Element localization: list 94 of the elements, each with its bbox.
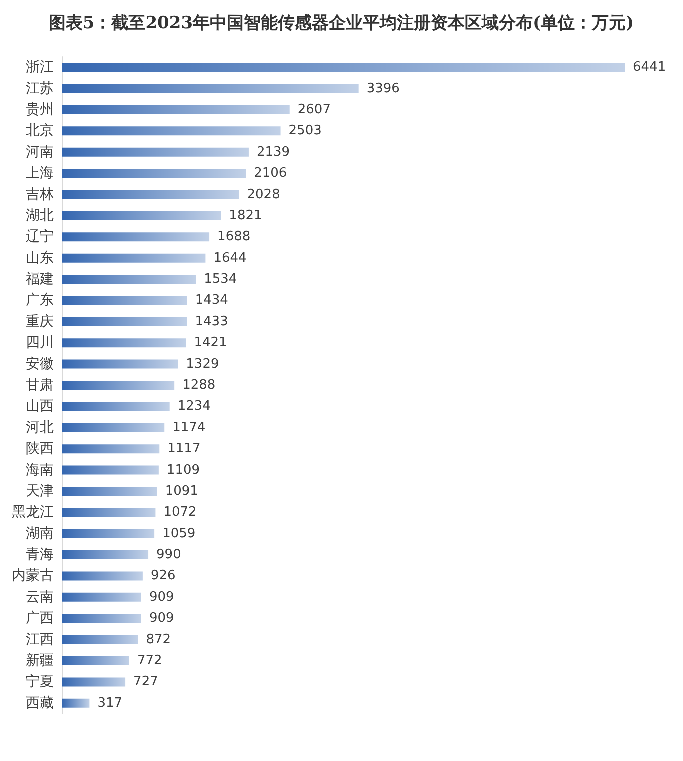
data-label: 772 bbox=[137, 654, 162, 669]
data-label: 909 bbox=[149, 611, 174, 626]
data-label: 1433 bbox=[195, 314, 228, 330]
bar bbox=[62, 678, 126, 687]
data-label: 1434 bbox=[195, 293, 228, 308]
data-label: 2106 bbox=[254, 166, 288, 182]
y-tick-label: 甘肃 bbox=[26, 378, 54, 394]
data-label: 926 bbox=[150, 568, 176, 584]
bar bbox=[62, 572, 143, 581]
data-label: 1072 bbox=[164, 505, 197, 520]
data-label: 2503 bbox=[288, 124, 322, 139]
y-tick-label: 海南 bbox=[26, 462, 54, 478]
y-tick-label: 陕西 bbox=[26, 441, 54, 458]
bar bbox=[62, 84, 359, 94]
data-label: 727 bbox=[134, 674, 158, 690]
y-tick-label: 山东 bbox=[26, 250, 54, 266]
y-tick-label: 北京 bbox=[26, 123, 54, 140]
data-label: 909 bbox=[149, 590, 174, 605]
y-tick-label: 新疆 bbox=[26, 653, 54, 670]
y-tick-label: 福建 bbox=[26, 272, 54, 288]
data-label: 1059 bbox=[162, 526, 196, 542]
data-label: 317 bbox=[98, 696, 123, 711]
y-tick-label: 天津 bbox=[26, 483, 54, 500]
data-label: 1091 bbox=[165, 484, 198, 499]
data-label: 2139 bbox=[256, 144, 290, 160]
data-label: 2607 bbox=[298, 102, 331, 118]
y-tick-label: 浙江 bbox=[26, 60, 54, 76]
bar bbox=[62, 338, 186, 348]
y-tick-label: 重庆 bbox=[26, 314, 54, 330]
data-label: 1534 bbox=[204, 272, 238, 288]
y-tick-label: 四川 bbox=[26, 335, 54, 352]
y-tick-label: 广西 bbox=[26, 610, 54, 627]
bar bbox=[62, 402, 170, 412]
bar bbox=[62, 317, 188, 326]
y-tick-label: 西藏 bbox=[26, 695, 54, 712]
bar bbox=[62, 592, 142, 602]
data-label: 1688 bbox=[218, 230, 251, 245]
bar bbox=[62, 423, 165, 432]
data-label: 2028 bbox=[247, 187, 280, 202]
bar bbox=[62, 656, 130, 666]
y-tick-label: 河北 bbox=[26, 420, 54, 436]
bar bbox=[62, 529, 155, 538]
bar bbox=[62, 254, 206, 263]
chart-title: 图表5：截至2023年中国智能传感器企业平均注册资本区域分布(单位：万元) bbox=[48, 14, 634, 34]
y-tick-label: 广东 bbox=[26, 292, 54, 309]
y-tick-label: 安徽 bbox=[26, 356, 54, 372]
data-label: 1421 bbox=[194, 336, 228, 351]
bar bbox=[62, 211, 222, 220]
bar bbox=[62, 360, 178, 369]
data-label: 6441 bbox=[633, 60, 666, 76]
bar bbox=[62, 275, 196, 284]
data-label: 1234 bbox=[178, 399, 211, 414]
bar bbox=[62, 105, 290, 114]
data-label: 1288 bbox=[182, 378, 216, 393]
bar bbox=[62, 169, 246, 178]
y-tick-label: 黑龙江 bbox=[12, 504, 54, 521]
y-tick-label: 湖北 bbox=[26, 208, 54, 224]
bar bbox=[62, 296, 188, 306]
bar bbox=[62, 381, 175, 390]
data-label: 1174 bbox=[172, 420, 206, 436]
bar bbox=[62, 635, 138, 644]
y-tick-label: 湖南 bbox=[26, 526, 54, 542]
y-tick-label: 内蒙古 bbox=[12, 568, 54, 584]
bar bbox=[62, 63, 625, 72]
data-label: 1329 bbox=[186, 356, 220, 372]
y-tick-label: 河南 bbox=[26, 144, 54, 160]
y-tick-label: 辽宁 bbox=[26, 229, 54, 246]
data-label: 1821 bbox=[229, 208, 262, 224]
bar bbox=[62, 550, 149, 560]
bar bbox=[62, 486, 158, 496]
data-label: 3396 bbox=[366, 81, 400, 96]
y-tick-label: 吉林 bbox=[26, 186, 54, 203]
bar bbox=[62, 148, 249, 157]
bar bbox=[62, 126, 281, 136]
bar bbox=[62, 614, 142, 624]
y-tick-label: 青海 bbox=[26, 547, 54, 564]
bar bbox=[62, 508, 156, 518]
y-tick-label: 上海 bbox=[26, 166, 54, 182]
bar bbox=[62, 232, 210, 242]
y-tick-label: 宁夏 bbox=[26, 674, 54, 690]
y-tick-label: 山西 bbox=[26, 398, 54, 415]
bar bbox=[62, 190, 240, 200]
y-tick-label: 贵州 bbox=[26, 102, 54, 118]
bar bbox=[62, 466, 159, 475]
data-label: 872 bbox=[146, 632, 172, 648]
data-label: 1109 bbox=[166, 462, 200, 478]
y-tick-label: 江苏 bbox=[26, 80, 54, 97]
bar bbox=[62, 444, 160, 454]
data-label: 990 bbox=[156, 548, 182, 563]
data-label: 1644 bbox=[214, 250, 247, 266]
y-tick-label: 云南 bbox=[26, 589, 54, 606]
y-tick-label: 江西 bbox=[26, 632, 54, 648]
data-label: 1117 bbox=[168, 442, 201, 457]
bar bbox=[62, 698, 90, 708]
